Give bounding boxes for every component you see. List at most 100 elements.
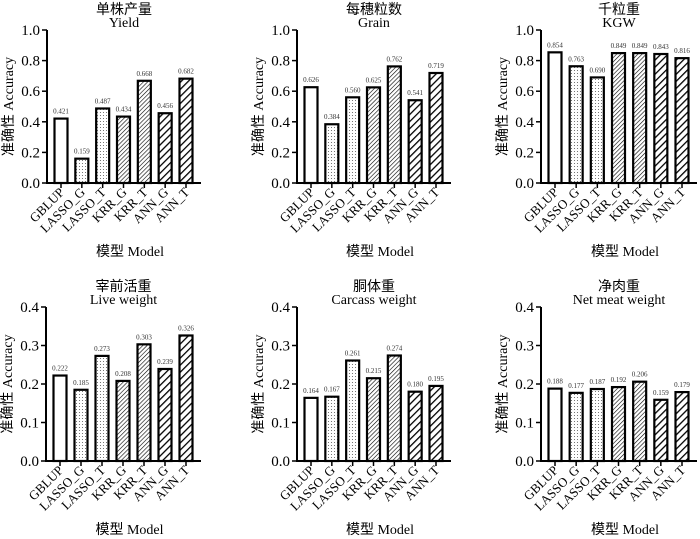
bar-krr-t [632, 52, 648, 185]
bar-krr-t [136, 79, 152, 185]
data-label: 0.541 [407, 89, 423, 97]
data-label: 0.719 [428, 62, 444, 70]
bar-ann-g [653, 52, 669, 185]
bar-krr-t [136, 343, 152, 463]
bar-ann-g [157, 367, 173, 463]
bar-krr-t [632, 380, 648, 463]
bar-ann-t [428, 384, 444, 463]
chart-panel-1: 单株产量Yield0.421GBLUP0.159LASSO_G0.487LASS… [1, 2, 201, 260]
data-label: 0.206 [632, 371, 648, 379]
data-label: 0.167 [324, 386, 340, 394]
y-tick-label: 0.2 [21, 145, 40, 161]
y-tick-label: 0.6 [21, 84, 40, 100]
y-tick-label: 1.0 [271, 23, 290, 39]
x-axis-label: 模型 Model [346, 522, 414, 538]
data-label: 0.625 [366, 76, 382, 84]
data-label: 0.208 [115, 370, 131, 378]
bar-krr-g [365, 86, 382, 185]
bar-lasso-g [568, 65, 584, 185]
y-axis-label: 准确性 Accuracy [495, 57, 511, 156]
y-axis-label: 准确性 Accuracy [251, 334, 267, 433]
y-tick-label: 0.4 [515, 300, 534, 316]
x-axis-label: 模型 Model [591, 244, 659, 260]
bar-ann-t [178, 334, 194, 463]
chart-panel-3: 千粒重KGW0.854GBLUP0.763LASSO_G0.690LASSO_T… [495, 2, 697, 260]
y-tick-label: 0.0 [20, 454, 39, 470]
bar-lasso-g [73, 388, 89, 463]
y-tick-label: 0.0 [515, 454, 534, 470]
bar-krr-g [115, 115, 132, 185]
data-label: 0.273 [94, 345, 110, 353]
bar-ann-g [407, 390, 423, 463]
data-label: 0.187 [589, 378, 605, 386]
data-label: 0.762 [386, 55, 402, 63]
x-axis-label: 模型 Model [96, 244, 164, 260]
y-tick-label: 0.1 [515, 416, 534, 432]
panel-title-cn: 宰前活重 [96, 278, 152, 295]
data-label: 0.159 [74, 148, 90, 156]
y-tick-label: 0.2 [515, 145, 534, 161]
y-tick-label: 0.8 [515, 54, 534, 70]
panel-title-cn: 每穗粒数 [346, 2, 402, 18]
panel-title: Live weight [90, 293, 157, 308]
bar-krr-g [610, 52, 627, 185]
data-label: 0.487 [95, 97, 111, 105]
panel-title: Grain [358, 16, 390, 31]
y-tick-label: 0.0 [21, 176, 40, 192]
x-axis-label: 模型 Model [591, 522, 659, 538]
y-tick-label: 0.2 [515, 377, 534, 393]
y-tick-label: 0.0 [271, 176, 290, 192]
bar-lasso-g [74, 157, 90, 185]
bar-lasso-t [345, 359, 361, 463]
panel-title: Net meat weight [573, 293, 666, 308]
data-label: 0.185 [73, 379, 89, 387]
bar-krr-g [365, 377, 382, 463]
bar-gblup [303, 86, 319, 185]
y-tick-label: 0.6 [515, 84, 534, 100]
y-tick-label: 0.3 [515, 339, 534, 355]
bar-krr-g [115, 379, 131, 463]
panel-title-cn: 胴体重 [353, 279, 395, 295]
y-axis-label: 准确性 Accuracy [1, 57, 17, 156]
data-label: 0.434 [116, 106, 132, 114]
data-label: 0.763 [568, 55, 584, 63]
y-tick-label: 0.4 [271, 115, 290, 131]
bar-lasso-g [324, 123, 340, 185]
x-axis-label: 模型 Model [346, 244, 414, 260]
bar-gblup [547, 387, 563, 463]
y-axis-label: 准确性 Accuracy [495, 334, 511, 433]
data-label: 0.682 [178, 68, 194, 76]
data-label: 0.180 [407, 381, 423, 389]
bar-ann-t [674, 390, 690, 463]
bar-ann-g [157, 112, 173, 185]
data-label: 0.626 [303, 76, 319, 84]
data-label: 0.843 [653, 43, 669, 51]
bar-lasso-t [95, 107, 111, 185]
bar-ann-t [178, 77, 194, 185]
data-label: 0.274 [386, 345, 402, 353]
data-label: 0.215 [366, 367, 382, 375]
data-label: 0.421 [53, 108, 69, 116]
bar-ann-t [428, 71, 444, 185]
y-tick-label: 0.8 [21, 54, 40, 70]
data-label: 0.456 [157, 102, 173, 110]
y-axis-label: 准确性 Accuracy [251, 57, 267, 156]
panel-title-cn: 千粒重 [598, 2, 640, 18]
panel-title: Yield [109, 16, 139, 31]
data-label: 0.849 [632, 42, 648, 50]
data-label: 0.188 [547, 378, 563, 386]
data-label: 0.222 [52, 365, 68, 373]
bar-ann-g [653, 398, 669, 463]
data-label: 0.179 [674, 381, 690, 389]
bar-ann-g [407, 99, 423, 185]
data-label: 0.854 [547, 41, 563, 49]
data-label: 0.177 [568, 382, 584, 390]
y-tick-label: 0.4 [515, 115, 534, 131]
bar-gblup [53, 117, 69, 185]
bar-lasso-g [568, 391, 584, 463]
bar-gblup [303, 396, 319, 463]
data-label: 0.384 [324, 113, 340, 121]
